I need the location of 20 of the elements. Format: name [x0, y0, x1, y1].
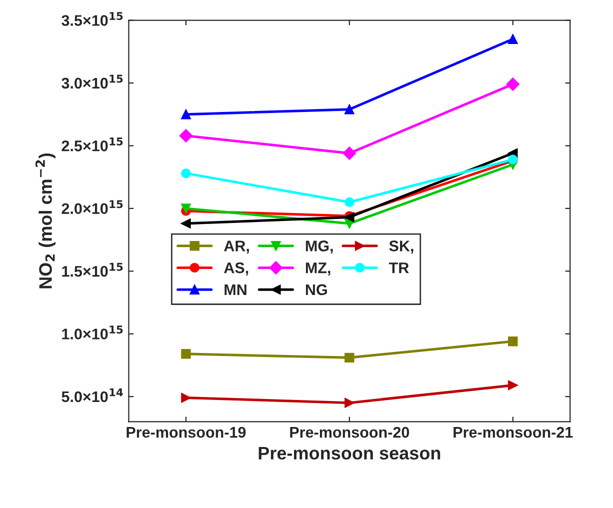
y-tick-label: 2.5×10$^{15}$: [62, 138, 123, 152]
legend-label: AR,: [224, 240, 249, 254]
x-axis-title: Pre-monsoon season: [258, 446, 440, 460]
legend-label: TR: [388, 262, 409, 274]
legend-label: SK,: [389, 240, 414, 254]
x-tick-label: Pre-monsoon-19: [126, 426, 246, 438]
y-axis-title: NO$_{2}$ (mol cm$^{−2}$): [35, 153, 56, 288]
y-tick-label: 3.5×10$^{15}$: [62, 12, 123, 26]
x-tick-label: Pre-monsoon-21: [454, 426, 573, 438]
legend-label: MN: [224, 284, 246, 295]
legend-label: MG,: [306, 240, 333, 254]
y-tick-label: 3.0×10$^{15}$: [62, 74, 123, 89]
y-tick-label: 1.5×10$^{15}$: [62, 262, 123, 277]
x-tick-label: Pre-monsoon-20: [290, 426, 410, 438]
y-tick-label: 1.0×10$^{15}$: [62, 326, 123, 340]
y-tick-label: 5.0×10$^{14}$: [62, 388, 123, 402]
legend-label: MZ,: [306, 262, 330, 276]
legend-label: AS,: [224, 262, 248, 276]
legend-label: NG: [306, 284, 327, 296]
y-tick-label: 2.0×10$^{15}$: [62, 200, 123, 214]
